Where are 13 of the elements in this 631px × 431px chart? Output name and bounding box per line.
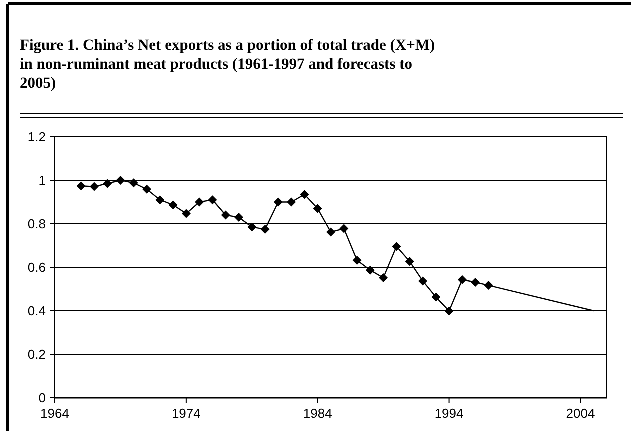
y-tick-label: 0.6 <box>28 260 46 276</box>
y-tick-label: 1 <box>38 173 46 188</box>
x-tick-label: 1964 <box>40 406 70 421</box>
x-tick-label: 1994 <box>434 406 464 421</box>
y-tick-label: 0.2 <box>28 347 46 362</box>
x-tick-label: 2004 <box>566 406 596 421</box>
chart-title: Figure 1. China’s Net exports as a portion of total trade (X+M) in non-ruminant meat products (1961-1997 and forecasts to 2005) <box>20 37 436 92</box>
y-tick-label: 0.4 <box>28 304 46 319</box>
x-tick-label: 1984 <box>303 406 332 421</box>
y-tick-label: 0 <box>38 390 46 406</box>
x-tick-label: 1974 <box>172 406 201 421</box>
y-tick-label: 1.2 <box>28 130 46 145</box>
y-tick-label: 0.8 <box>28 216 46 232</box>
